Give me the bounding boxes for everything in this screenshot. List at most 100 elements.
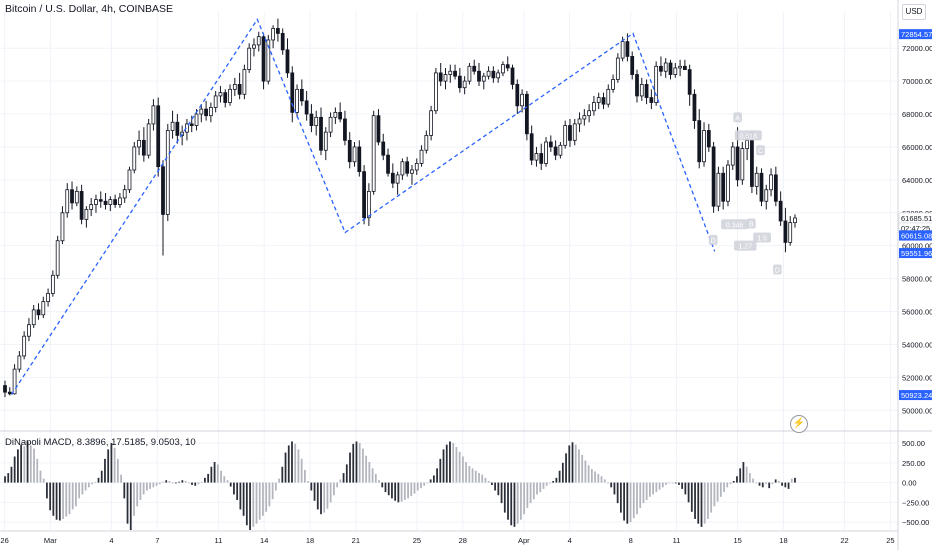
oscillator-bar [113,447,116,483]
candle-body [726,164,730,202]
candle-body [137,139,141,148]
candle-body [232,84,237,90]
oscillator-bar [703,482,706,524]
candle-body [141,139,146,156]
oscillator-bar [649,482,651,497]
oscillator-bar [600,476,603,483]
price-tick-label: 52000.00 [902,373,932,382]
oscillator-bar [619,482,622,513]
price-tag-label: 72854.57 [901,30,932,39]
oscillator-bar [165,480,168,483]
oscillator-bar [603,479,606,483]
oscillator-bar [52,482,55,516]
oscillator-bar [136,482,139,507]
candle-body [472,65,477,72]
oscillator-bar [481,474,484,483]
oscillator-bar [320,482,322,515]
oscillator-bar [194,482,197,486]
candle-body [481,75,486,82]
time-tick-label: 7 [155,536,159,545]
oscillator-bar [742,462,745,483]
candle-body [247,47,252,70]
oscillator-bar [674,482,677,484]
oscillator-bar [716,482,719,502]
oscillator-bar [362,448,364,483]
time-tick-label: 21 [352,536,360,545]
candle-body [443,74,448,82]
candle-body [414,163,419,171]
candle-body [22,335,27,357]
oscillator-bar [29,445,32,483]
candle-body [544,141,548,164]
oscillator-bar [129,482,132,530]
time-tick-label: Mar [44,536,57,545]
oscillator-bar [368,462,371,483]
price-tick-label: 50000.00 [902,406,932,415]
oscillator-bar [400,482,403,502]
pattern-marker-box [747,218,756,229]
oscillator-bar [697,482,700,524]
price-axis: 50000.00 52000.00 54000.00 56000.00 58000.00… [902,44,932,527]
oscillator-bar [155,482,158,486]
lightning-icon[interactable]: ⚡ [790,415,808,433]
oscillator-bar [55,482,58,520]
candle-body [31,309,36,326]
candle-body [266,39,271,82]
oscillator-bar [765,482,767,485]
oscillator-bar [71,482,74,510]
candle-body [309,113,314,126]
oscillator-bar [78,482,81,499]
pattern-marker-label: 0.618 [740,133,758,140]
oscillator-bar [510,482,513,526]
candle-body [601,97,606,105]
oscillator-bar [768,482,771,489]
candle-body [702,130,706,163]
pattern-marker-box [753,232,771,243]
candle-body [127,169,132,191]
currency-button[interactable]: USD [902,4,926,20]
candle-body [773,174,778,202]
oscillator-bar [439,458,442,483]
time-axis: 26 Mar 4 7 11 14 18 21 25 28 Apr 4 8 11 15 18 22 25 [0,536,894,545]
candle-body [208,107,213,117]
candles [3,18,797,398]
pattern-marker-label: 0.346 [726,222,744,229]
candle-body [252,44,256,49]
candle-body [745,139,750,149]
candle-body [400,161,405,176]
candle-body [328,116,333,133]
candle-body [596,97,601,103]
pattern-marker-label: D [711,238,716,245]
candle-body [299,88,304,102]
oscillator-bar [416,482,419,491]
oscillator-bar [507,482,509,520]
candle-body [615,57,620,80]
candle-body [769,174,773,191]
oscillator-bar [336,482,339,488]
candle-body [563,125,568,146]
candle-body [194,113,199,126]
chart-title: Bitcoin / U.S. Dollar, 4h, COINBASE [5,3,174,15]
candle-body [41,301,46,316]
oscillator-bar [661,482,664,488]
oscillator-bar [152,482,155,488]
candle-body [697,120,702,163]
oscillator-title[interactable]: DiNapoli MACD, 8.3896, 17.5185, 9.0503, … [5,437,196,448]
oscillator-bar [204,477,206,483]
oscillator-tick-label: 500.00 [902,439,925,448]
candle-body [611,79,615,90]
oscillator-bar [133,482,135,516]
oscillator-bar [46,482,48,499]
oscillator-bar [690,482,693,512]
candle-body [510,67,515,85]
candle-body [280,32,285,51]
time-tick-label: 26 [0,536,8,545]
oscillator-bar [17,449,19,483]
oscillator-bar [175,482,177,484]
candle-body [740,148,745,181]
oscillator-bar [329,482,332,503]
oscillator-bar [723,482,725,493]
candle-body [70,189,74,204]
candle-body [223,92,228,103]
